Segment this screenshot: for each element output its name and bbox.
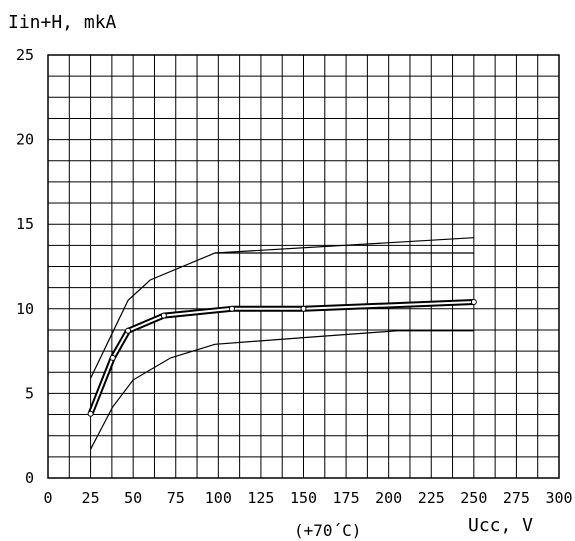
y-tick-label: 15	[16, 215, 34, 233]
x-tick-label: 75	[167, 489, 185, 507]
typical-series-point	[87, 410, 94, 417]
typical-series-point	[109, 354, 116, 361]
y-tick-label: 10	[16, 300, 34, 318]
y-tick-label: 0	[25, 469, 34, 487]
typical-series-point	[160, 312, 167, 319]
y-tick-label: 20	[16, 131, 34, 149]
x-tick-label: 275	[503, 489, 530, 507]
plot-frame	[47, 54, 560, 479]
grid	[48, 55, 559, 478]
x-tick-label: 225	[418, 489, 445, 507]
upper-bound-series-line	[90, 237, 474, 379]
lower-bound-series-line	[90, 330, 474, 450]
typical-series-point	[470, 299, 477, 306]
typical-series-point	[125, 327, 132, 334]
x-tick-label: 150	[290, 489, 317, 507]
y-tick-label: 5	[25, 384, 34, 402]
x-tick-label: 175	[333, 489, 360, 507]
typical-series-point	[228, 305, 235, 312]
y-tick-label: 25	[16, 46, 34, 64]
x-tick-label: 100	[205, 489, 232, 507]
x-tick-label: 0	[43, 489, 52, 507]
x-tick-label: 50	[124, 489, 142, 507]
x-tick-label: 25	[82, 489, 100, 507]
x-axis-title: Ucc, V	[468, 515, 533, 536]
tick-labels: 0 25 50 75 100 125 150 175 200 225 250 275 300 0 5 10 15…	[16, 46, 573, 507]
x-tick-label: 250	[460, 489, 487, 507]
x-tick-label: 200	[375, 489, 402, 507]
x-tick-label: 125	[247, 489, 274, 507]
series-layer	[87, 237, 477, 450]
temperature-annotation: (+70´C)	[294, 521, 361, 540]
typical-series-point	[300, 305, 307, 312]
x-tick-label: 300	[545, 489, 572, 507]
y-axis-title: Iin+H, mkA	[8, 12, 117, 33]
